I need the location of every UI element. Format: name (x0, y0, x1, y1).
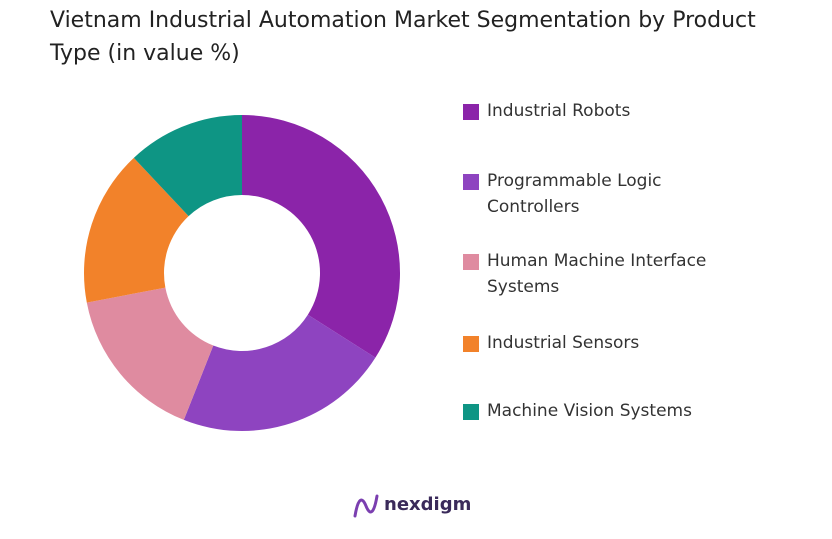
brand-name: nexdigm (384, 494, 472, 515)
legend-item: Machine Vision Systems (463, 398, 763, 424)
pie-slice (242, 115, 400, 358)
legend-swatch (463, 336, 479, 352)
chart-title: Vietnam Industrial Automation Market Seg… (50, 8, 756, 66)
legend-label: Industrial Robots (487, 101, 631, 121)
legend-swatch (463, 254, 479, 270)
pie-slice (86, 287, 214, 420)
brand-logo (353, 494, 379, 518)
pie-slice (133, 115, 242, 217)
legend-swatch (463, 174, 479, 190)
pie-slice (183, 314, 376, 432)
legend-swatch (463, 104, 479, 120)
legend-item: Programmable Logic Controllers (463, 168, 763, 220)
pie-slice (83, 157, 189, 303)
legend-item: Industrial Sensors (463, 330, 763, 356)
legend-swatch (463, 404, 479, 420)
legend-item: Human Machine Interface Systems (463, 248, 763, 300)
legend-label: Machine Vision Systems (487, 401, 692, 421)
legend-item: Industrial Robots (463, 98, 763, 124)
legend-label: Industrial Sensors (487, 333, 640, 353)
legend-label: Programmable Logic Controllers (487, 171, 662, 217)
legend-label: Human Machine Interface Systems (487, 251, 707, 297)
